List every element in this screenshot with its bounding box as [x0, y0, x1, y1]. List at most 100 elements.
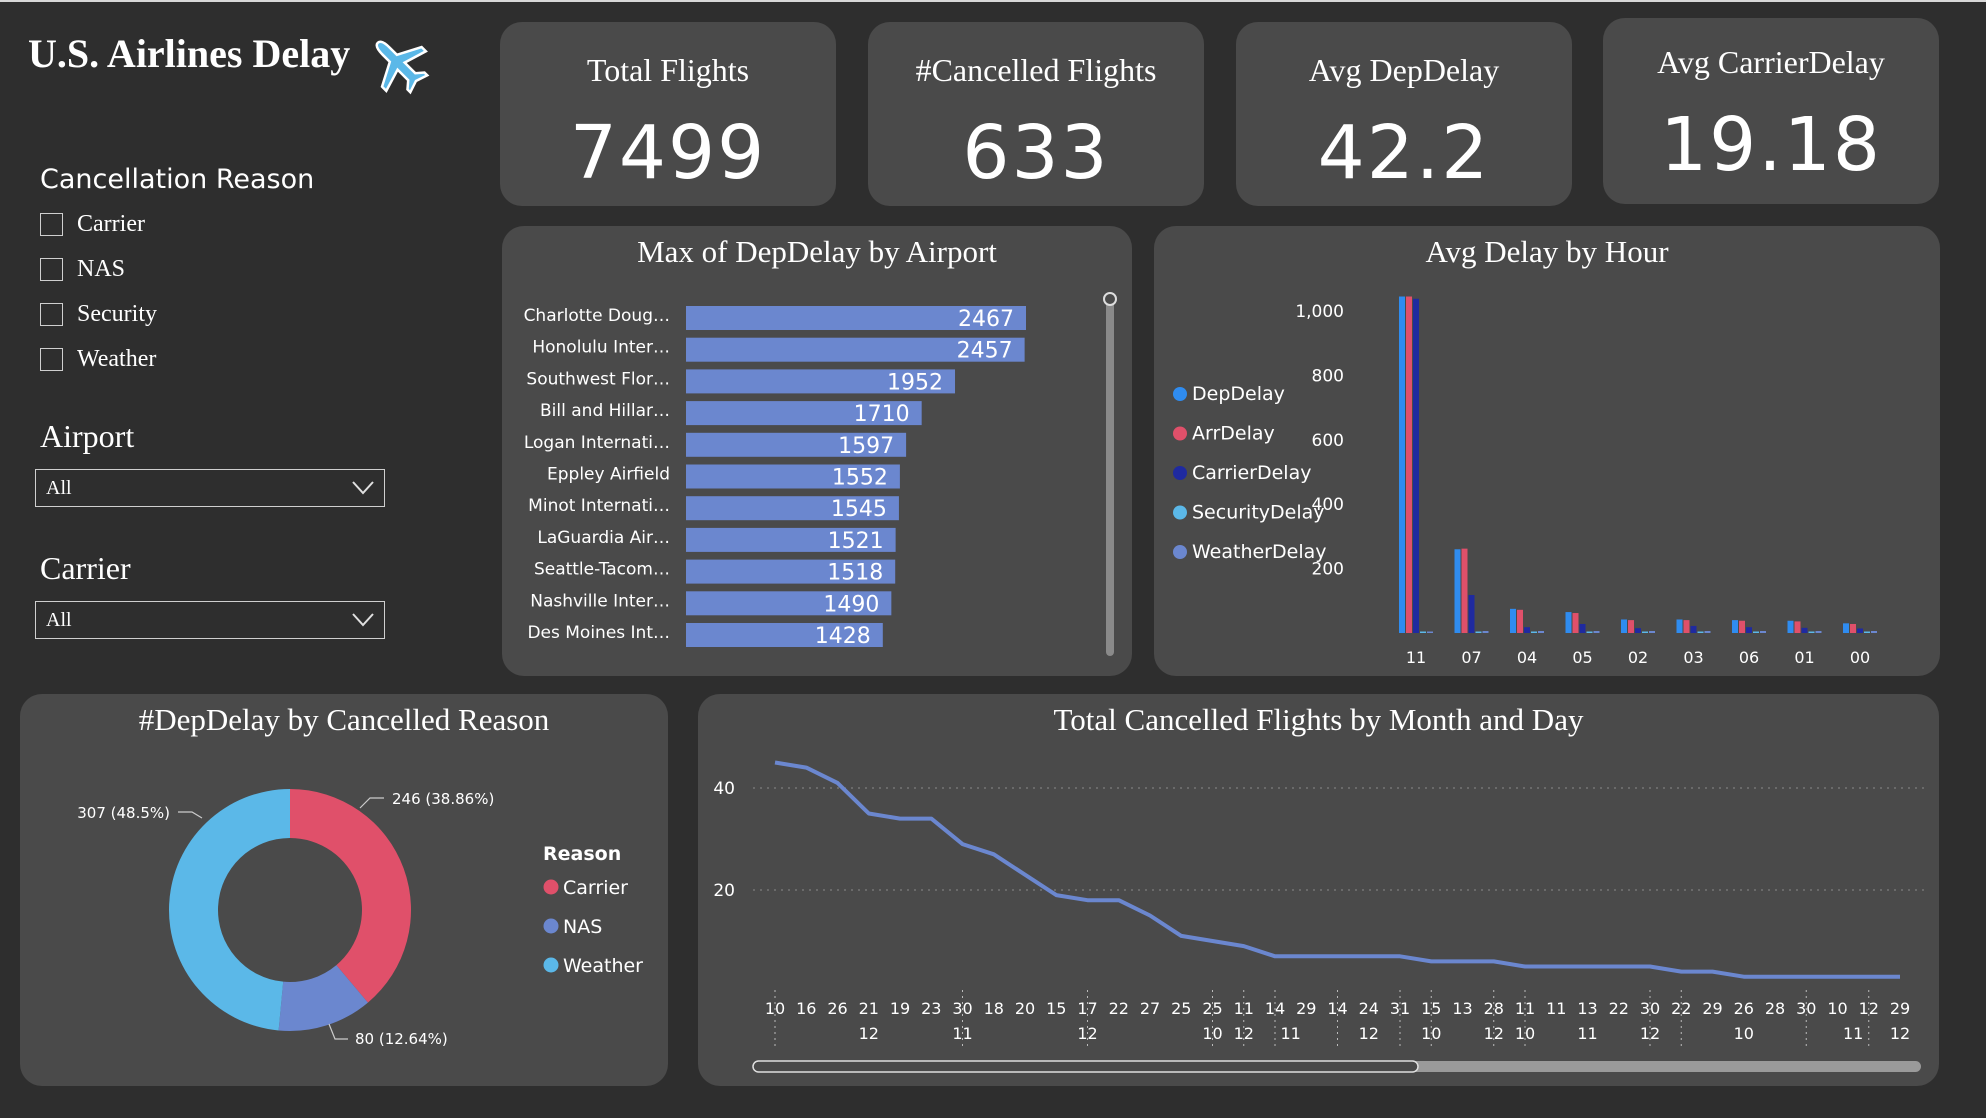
hour-bar-arrdelay[interactable] — [1683, 620, 1690, 633]
x-day-label: 19 — [890, 999, 910, 1018]
hour-bar-carrierdelay[interactable] — [1690, 625, 1697, 633]
hour-bar-depdelay[interactable] — [1621, 619, 1627, 633]
hour-bar-depdelay[interactable] — [1399, 296, 1405, 633]
hour-bar-securitydelay[interactable] — [1420, 631, 1426, 634]
donut-slice-weather[interactable] — [169, 789, 290, 1031]
hour-bar-weatherdelay[interactable] — [1538, 631, 1544, 633]
checkbox-security[interactable]: Security — [40, 300, 157, 328]
airport-category-label: Logan Internati… — [524, 433, 670, 453]
chart-title: Avg Delay by Hour — [1425, 234, 1669, 269]
hour-bar-carrierdelay[interactable] — [1524, 627, 1530, 633]
checkbox-box[interactable] — [40, 257, 63, 281]
hour-bar-weatherdelay[interactable] — [1593, 631, 1600, 633]
legend-marker — [1173, 466, 1187, 480]
checkbox-box[interactable] — [40, 302, 63, 326]
airport-category-label: Seattle-Tacom… — [534, 560, 670, 580]
x-tick-label: 03 — [1683, 648, 1703, 667]
airport-bar[interactable] — [686, 591, 892, 616]
airport-bar[interactable] — [686, 432, 907, 457]
x-day-label: 25 — [1171, 999, 1191, 1018]
carrier-dropdown[interactable]: All — [35, 601, 385, 639]
top-border — [0, 0, 1986, 2]
airport-bar[interactable] — [686, 306, 1026, 330]
kpi-card-avg-carrierdelay: Avg CarrierDelay 19.18 — [1603, 18, 1939, 204]
hour-bar-securitydelay[interactable] — [1864, 631, 1870, 634]
airport-bar[interactable] — [686, 559, 896, 584]
hour-bar-securitydelay[interactable] — [1697, 631, 1704, 634]
x-day-label: 13 — [1452, 999, 1472, 1018]
hour-bar-weatherdelay[interactable] — [1649, 631, 1655, 633]
hour-bar-securitydelay[interactable] — [1531, 631, 1537, 634]
hour-bar-depdelay[interactable] — [1454, 549, 1461, 633]
dashboard-title: U.S. Airlines Delay — [28, 31, 351, 76]
x-day-label: 27 — [1140, 999, 1160, 1018]
hour-bar-weatherdelay[interactable] — [1704, 631, 1711, 633]
airport-bar[interactable] — [686, 369, 956, 394]
airport-bar[interactable] — [686, 464, 900, 489]
y-tick-label: 40 — [713, 779, 735, 799]
hour-bar-securitydelay[interactable] — [1808, 631, 1815, 634]
hour-bar-weatherdelay[interactable] — [1815, 631, 1822, 633]
hour-bar-carrierdelay[interactable] — [1579, 623, 1586, 633]
hour-bar-depdelay[interactable] — [1565, 612, 1572, 633]
hour-bar-arrdelay[interactable] — [1406, 296, 1412, 633]
donut-slice-nas[interactable] — [278, 965, 368, 1031]
hour-bar-depdelay[interactable] — [1843, 623, 1849, 633]
hour-bar-carrierdelay[interactable] — [1746, 627, 1752, 633]
hour-bar-depdelay[interactable] — [1732, 620, 1738, 633]
airport-category-label: Eppley Airfield — [547, 465, 670, 485]
hour-bar-carrierdelay[interactable] — [1635, 628, 1641, 633]
hour-bar-depdelay[interactable] — [1676, 619, 1683, 633]
hour-bar-weatherdelay[interactable] — [1427, 631, 1433, 634]
hour-bar-carrierdelay[interactable] — [1801, 627, 1808, 633]
airport-dropdown[interactable]: All — [35, 469, 385, 507]
hour-bar-securitydelay[interactable] — [1753, 631, 1759, 634]
slice-label-carrier: 246 (38.86%) — [392, 790, 494, 808]
cancelled-flights-line[interactable] — [774, 760, 1900, 979]
hour-bar-securitydelay[interactable] — [1475, 631, 1482, 634]
airport-category-label: Southwest Flor… — [526, 369, 670, 389]
hour-bar-arrdelay[interactable] — [1794, 621, 1801, 633]
donut-slice-carrier[interactable] — [290, 789, 411, 1003]
hour-bar-securitydelay[interactable] — [1586, 631, 1593, 634]
hour-bar-carrierdelay[interactable] — [1413, 298, 1419, 633]
hour-bar-carrierdelay[interactable] — [1468, 595, 1475, 633]
x-day-label: 10 — [1827, 999, 1847, 1018]
x-month-label: 10 — [1734, 1024, 1754, 1043]
hour-bar-weatherdelay[interactable] — [1760, 631, 1766, 633]
hour-bar-securitydelay[interactable] — [1642, 631, 1648, 634]
hour-bar-carrierdelay[interactable] — [1857, 628, 1863, 633]
x-day-label: 11 — [1546, 999, 1566, 1018]
leader-line — [178, 811, 203, 819]
chart-title: Total Cancelled Flights by Month and Day — [1053, 702, 1584, 737]
hour-bar-weatherdelay[interactable] — [1482, 631, 1489, 633]
scrollbar-thumb[interactable] — [752, 1060, 1419, 1073]
airport-bar[interactable] — [686, 496, 899, 521]
x-tick-label: 11 — [1406, 648, 1426, 667]
hour-bar-arrdelay[interactable] — [1517, 609, 1523, 633]
checkbox-box[interactable] — [40, 347, 63, 371]
checkbox-carrier[interactable]: Carrier — [40, 210, 145, 238]
airport-category-label: Charlotte Doug… — [524, 306, 670, 326]
scrollbar-handle[interactable] — [1103, 292, 1117, 306]
scrollbar-track[interactable] — [1106, 294, 1114, 656]
hour-bar-arrdelay[interactable] — [1461, 548, 1468, 633]
hour-bar-arrdelay[interactable] — [1850, 623, 1856, 633]
x-month-label: 12 — [1359, 1024, 1379, 1043]
hour-bar-arrdelay[interactable] — [1572, 613, 1579, 633]
checkbox-box[interactable] — [40, 212, 63, 236]
hour-bar-depdelay[interactable] — [1510, 608, 1516, 633]
airport-bar[interactable] — [686, 401, 922, 426]
y-tick-label: 400 — [1312, 495, 1344, 515]
hour-bar-arrdelay[interactable] — [1739, 620, 1745, 633]
hour-bar-arrdelay[interactable] — [1628, 620, 1634, 633]
legend-label: CarrierDelay — [1192, 462, 1311, 484]
slice-label-weather: 307 (48.5%) — [77, 804, 170, 822]
hour-bar-weatherdelay[interactable] — [1871, 631, 1877, 633]
airport-bar[interactable] — [686, 527, 896, 552]
checkbox-weather[interactable]: Weather — [40, 345, 156, 373]
airport-bar[interactable] — [686, 623, 883, 647]
airport-bar[interactable] — [686, 337, 1025, 362]
checkbox-nas[interactable]: NAS — [40, 255, 125, 283]
hour-bar-depdelay[interactable] — [1787, 620, 1794, 633]
